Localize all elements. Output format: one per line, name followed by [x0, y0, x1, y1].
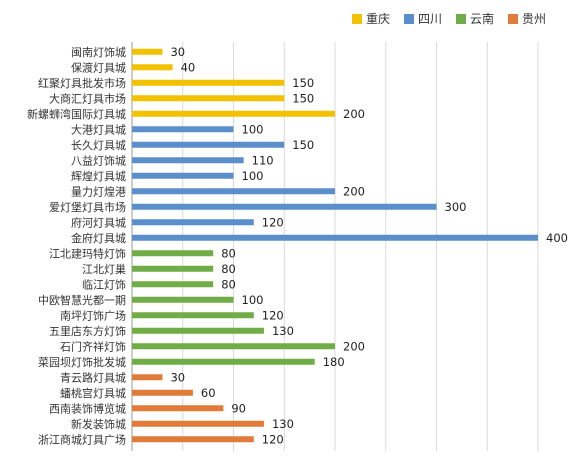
legend-label-3: 贵州 [522, 12, 547, 26]
legend-swatch-3 [508, 13, 519, 24]
data-label: 100 [242, 293, 264, 307]
category-label: 江北建玛特灯饰 [49, 246, 126, 260]
data-label: 200 [343, 339, 365, 353]
data-label: 80 [221, 277, 236, 291]
data-label: 30 [170, 370, 185, 384]
category-label: 新螺蛳湾国际灯具城 [27, 107, 126, 121]
bar [132, 64, 173, 71]
data-label: 300 [445, 200, 467, 214]
data-label: 90 [231, 401, 246, 415]
bar [132, 157, 244, 164]
data-label: 150 [292, 76, 314, 90]
bar [132, 95, 285, 102]
legend-label-0: 重庆 [366, 12, 391, 26]
category-label: 江北灯巢 [82, 263, 126, 276]
bar [132, 374, 163, 381]
data-label: 30 [170, 45, 185, 59]
legend-item-1: 四川 [404, 10, 442, 27]
legend-label-1: 四川 [418, 12, 443, 26]
data-label: 110 [252, 153, 274, 167]
data-label: 150 [292, 91, 314, 105]
bar [132, 265, 214, 272]
bar [132, 250, 214, 257]
data-label: 100 [242, 122, 264, 136]
legend-label-2: 云南 [470, 12, 495, 26]
legend-item-0: 重庆 [352, 10, 390, 27]
legend-swatch-1 [404, 13, 415, 24]
legend-item-3: 贵州 [508, 10, 546, 27]
legend-swatch-0 [352, 13, 362, 24]
bar [132, 219, 254, 226]
data-label: 80 [221, 262, 236, 276]
category-label: 闽南灯饰城 [71, 45, 126, 59]
category-label: 蟠桃宫灯具城 [60, 386, 126, 400]
category-label: 五里店东方灯饰 [49, 324, 126, 338]
bar [132, 327, 264, 334]
category-label: 新发装饰城 [71, 417, 126, 431]
category-label: 府河灯具城 [71, 215, 126, 229]
bar [132, 343, 335, 350]
bar [132, 296, 234, 303]
bar [132, 234, 538, 241]
data-label: 200 [343, 107, 365, 121]
category-label: 量力灯煌港 [71, 185, 126, 198]
bar [132, 358, 315, 365]
category-label: 红聚灯具批发市场 [38, 76, 126, 90]
bar [132, 110, 335, 117]
data-label: 60 [201, 386, 216, 400]
data-label: 150 [292, 138, 314, 152]
category-label: 菜园坝灯饰批发城 [38, 355, 126, 369]
legend: 重庆 四川 云南 贵州 [352, 10, 546, 27]
category-label: 临江灯饰 [82, 277, 126, 291]
bar [132, 436, 254, 443]
category-label: 大港灯具城 [71, 122, 126, 136]
legend-swatch-2 [456, 13, 467, 24]
category-label: 八益灯饰城 [71, 153, 126, 167]
data-label: 120 [262, 308, 284, 322]
category-label: 爱灯堡灯具市场 [49, 200, 126, 214]
bar [132, 48, 163, 55]
category-label: 金府灯具城 [71, 231, 126, 245]
category-label: 大商汇灯具市场 [49, 91, 126, 105]
data-label: 180 [323, 355, 345, 369]
data-label: 80 [221, 246, 236, 260]
category-label: 西南装饰博览城 [49, 401, 126, 415]
category-label: 中欧智慧光都一期 [38, 293, 126, 307]
bar [132, 188, 335, 195]
bar [132, 172, 234, 179]
data-label: 40 [181, 60, 196, 74]
category-label: 长久灯具城 [71, 139, 126, 152]
bar [132, 312, 254, 319]
bar [132, 281, 214, 288]
data-label: 120 [262, 215, 284, 229]
data-label: 130 [272, 417, 294, 431]
bar [132, 79, 285, 86]
category-label: 石门齐祥灯饰 [60, 339, 126, 353]
bar [132, 141, 285, 148]
bar [132, 203, 437, 210]
legend-item-2: 云南 [456, 10, 494, 27]
bar [132, 126, 234, 133]
bar [132, 420, 264, 427]
data-label: 120 [262, 432, 284, 446]
bar [132, 389, 193, 396]
data-label: 130 [272, 324, 294, 338]
bar [132, 405, 224, 412]
category-label: 青云路灯具城 [60, 371, 126, 384]
category-label: 浙江商城灯具广场 [38, 432, 126, 446]
data-label: 400 [546, 231, 568, 245]
category-label: 保渡灯具城 [71, 60, 126, 74]
data-label: 200 [343, 184, 365, 198]
data-label: 100 [242, 169, 264, 183]
category-label: 南坪灯饰广场 [60, 308, 126, 322]
category-label: 辉煌灯具城 [71, 170, 126, 183]
